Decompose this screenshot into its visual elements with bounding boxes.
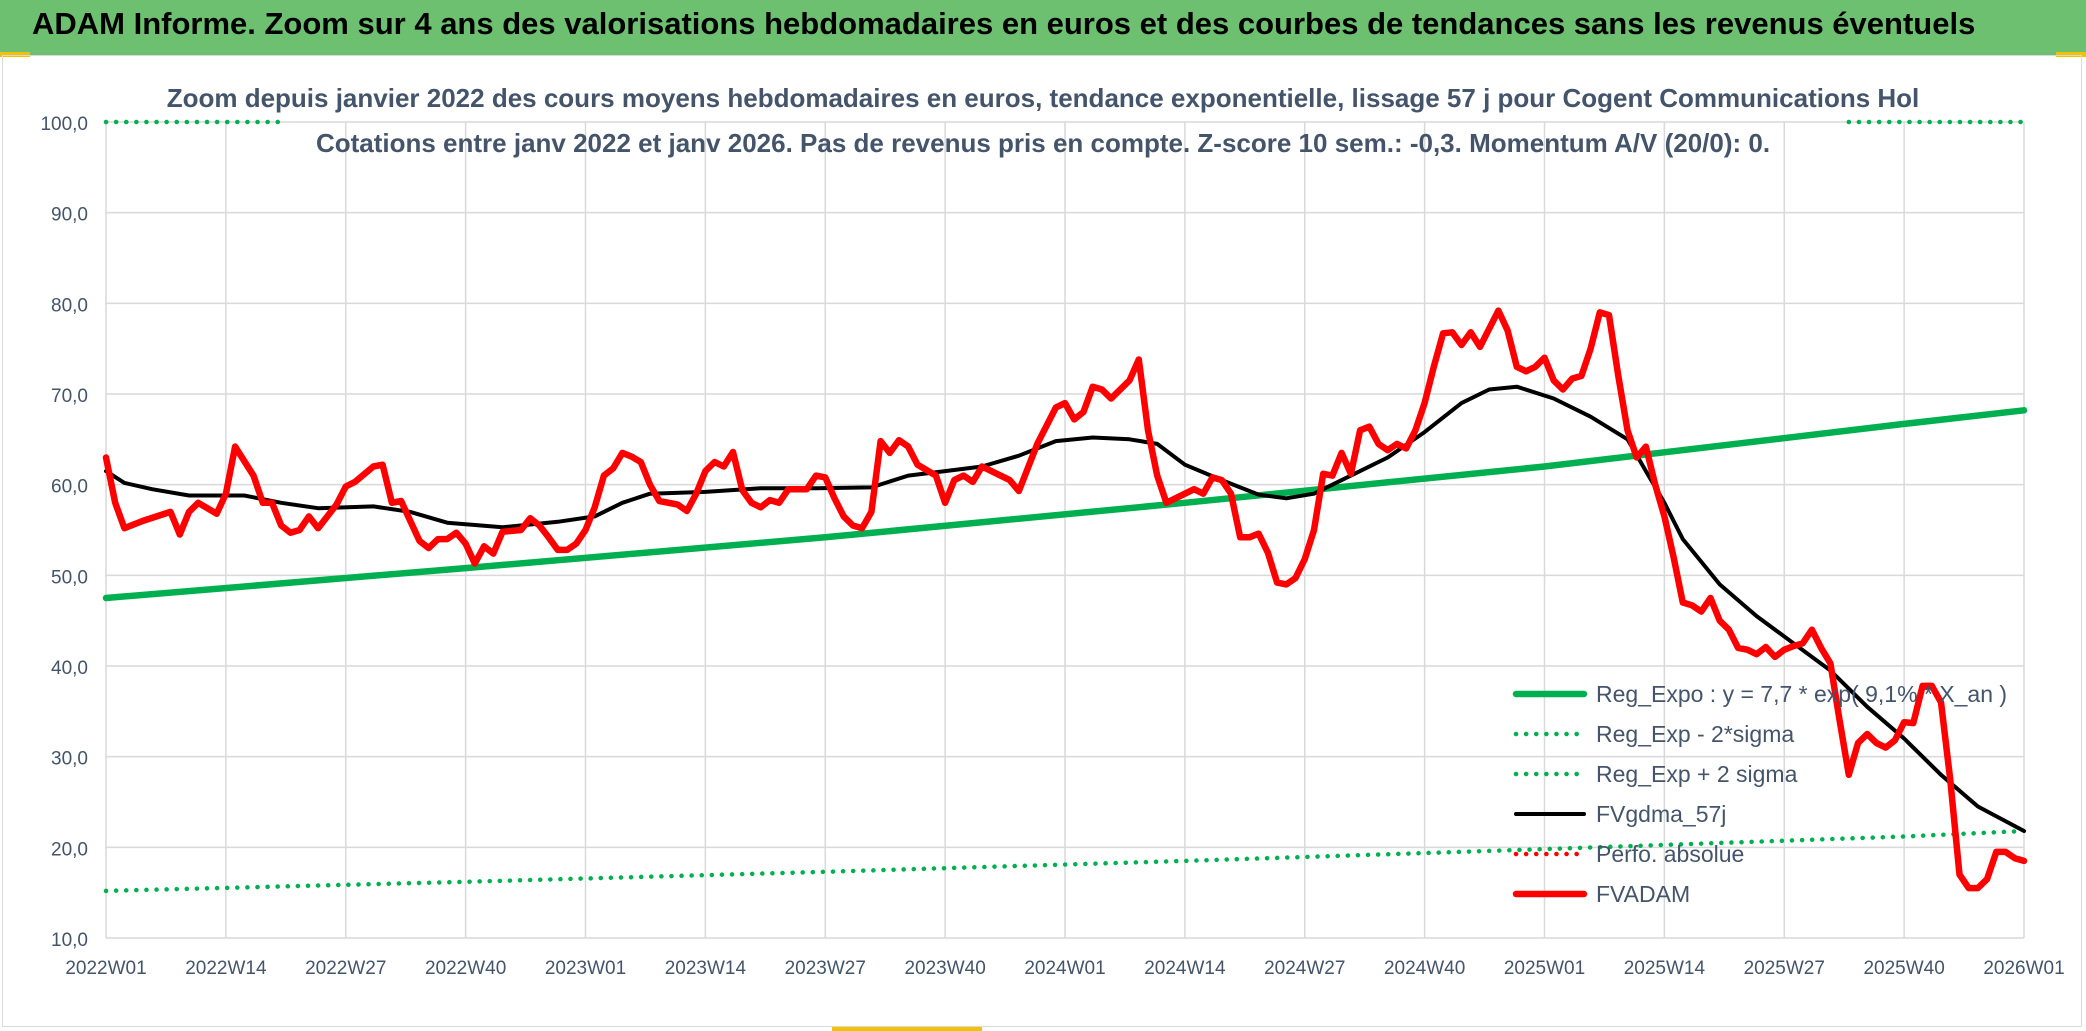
x-tick-label: 2025W01 [1504,958,1585,979]
x-tick-label: 2022W40 [425,958,506,979]
y-tick-label: 100,0 [40,114,88,135]
axis-labels: 10,0 20,0 30,0 40,0 50,0 60,0 70,0 80,0 90,0 100,… [40,114,2064,979]
x-tick-label: 2024W14 [1144,958,1226,979]
x-tick-label: 2025W14 [1624,958,1706,979]
y-tick-label: 50,0 [51,567,88,588]
series-line-fvgdma-57j [104,384,2026,833]
x-tick-label: 2026W01 [1983,958,2064,979]
x-tick-label: 2023W01 [545,958,626,979]
chart-title: Zoom depuis janvier 2022 des cours moyen… [167,83,1920,113]
legend-label: Reg_Exp + 2 sigma [1596,761,1798,787]
x-tick-label: 2025W27 [1744,958,1825,979]
x-tick-label: 2024W40 [1384,958,1465,979]
y-tick-label: 80,0 [51,295,88,316]
accent-left [0,52,30,57]
legend: Reg_Expo : y = 7,7 * exp( 9,1% * X_an ) R… [1512,681,2007,907]
x-tick-label: 2024W27 [1264,958,1345,979]
y-tick-label: 70,0 [51,386,88,407]
accent-right [2056,52,2086,57]
y-tick-label: 60,0 [51,477,88,498]
chart-series [102,119,2028,894]
legend-label: Reg_Expo : y = 7,7 * exp( 9,1% * X_an ) [1596,681,2007,707]
x-tick-label: 2022W27 [305,958,386,979]
top-banner: ADAM Informe. Zoom sur 4 ans des valoris… [0,0,2086,55]
chart-grid [105,121,2025,939]
legend-label: FVADAM [1596,881,1690,907]
y-tick-label: 30,0 [51,749,88,770]
legend-label: Reg_Exp - 2*sigma [1596,721,1794,747]
y-tick-label: 90,0 [51,205,88,226]
accent-bottom [832,1026,982,1031]
x-tick-label: 2024W01 [1024,958,1105,979]
y-tick-label: 20,0 [51,839,88,860]
x-tick-label: 2023W40 [904,958,985,979]
legend-label: FVgdma_57j [1596,801,1726,827]
y-tick-label: 40,0 [51,658,88,679]
banner-title: ADAM Informe. Zoom sur 4 ans des valoris… [32,6,1976,41]
series-line-fvadam [102,307,2028,892]
x-tick-label: 2023W14 [665,958,747,979]
series-line-reg-exp-2-sigma [103,828,2027,894]
chart-frame [2,55,2082,1027]
y-tick-label: 10,0 [51,930,88,951]
chart-subtitle: Cotations entre janv 2022 et janv 2026. … [316,128,1770,158]
x-tick-label: 2022W14 [185,958,267,979]
series-line-reg-expo-y-7-7-exp-9-1-x-an [102,407,2028,602]
legend-label: Perfo. absolue [1596,841,1744,867]
x-tick-label: 2025W40 [1863,958,1944,979]
x-tick-label: 2023W27 [785,958,866,979]
x-tick-label: 2022W01 [65,958,146,979]
